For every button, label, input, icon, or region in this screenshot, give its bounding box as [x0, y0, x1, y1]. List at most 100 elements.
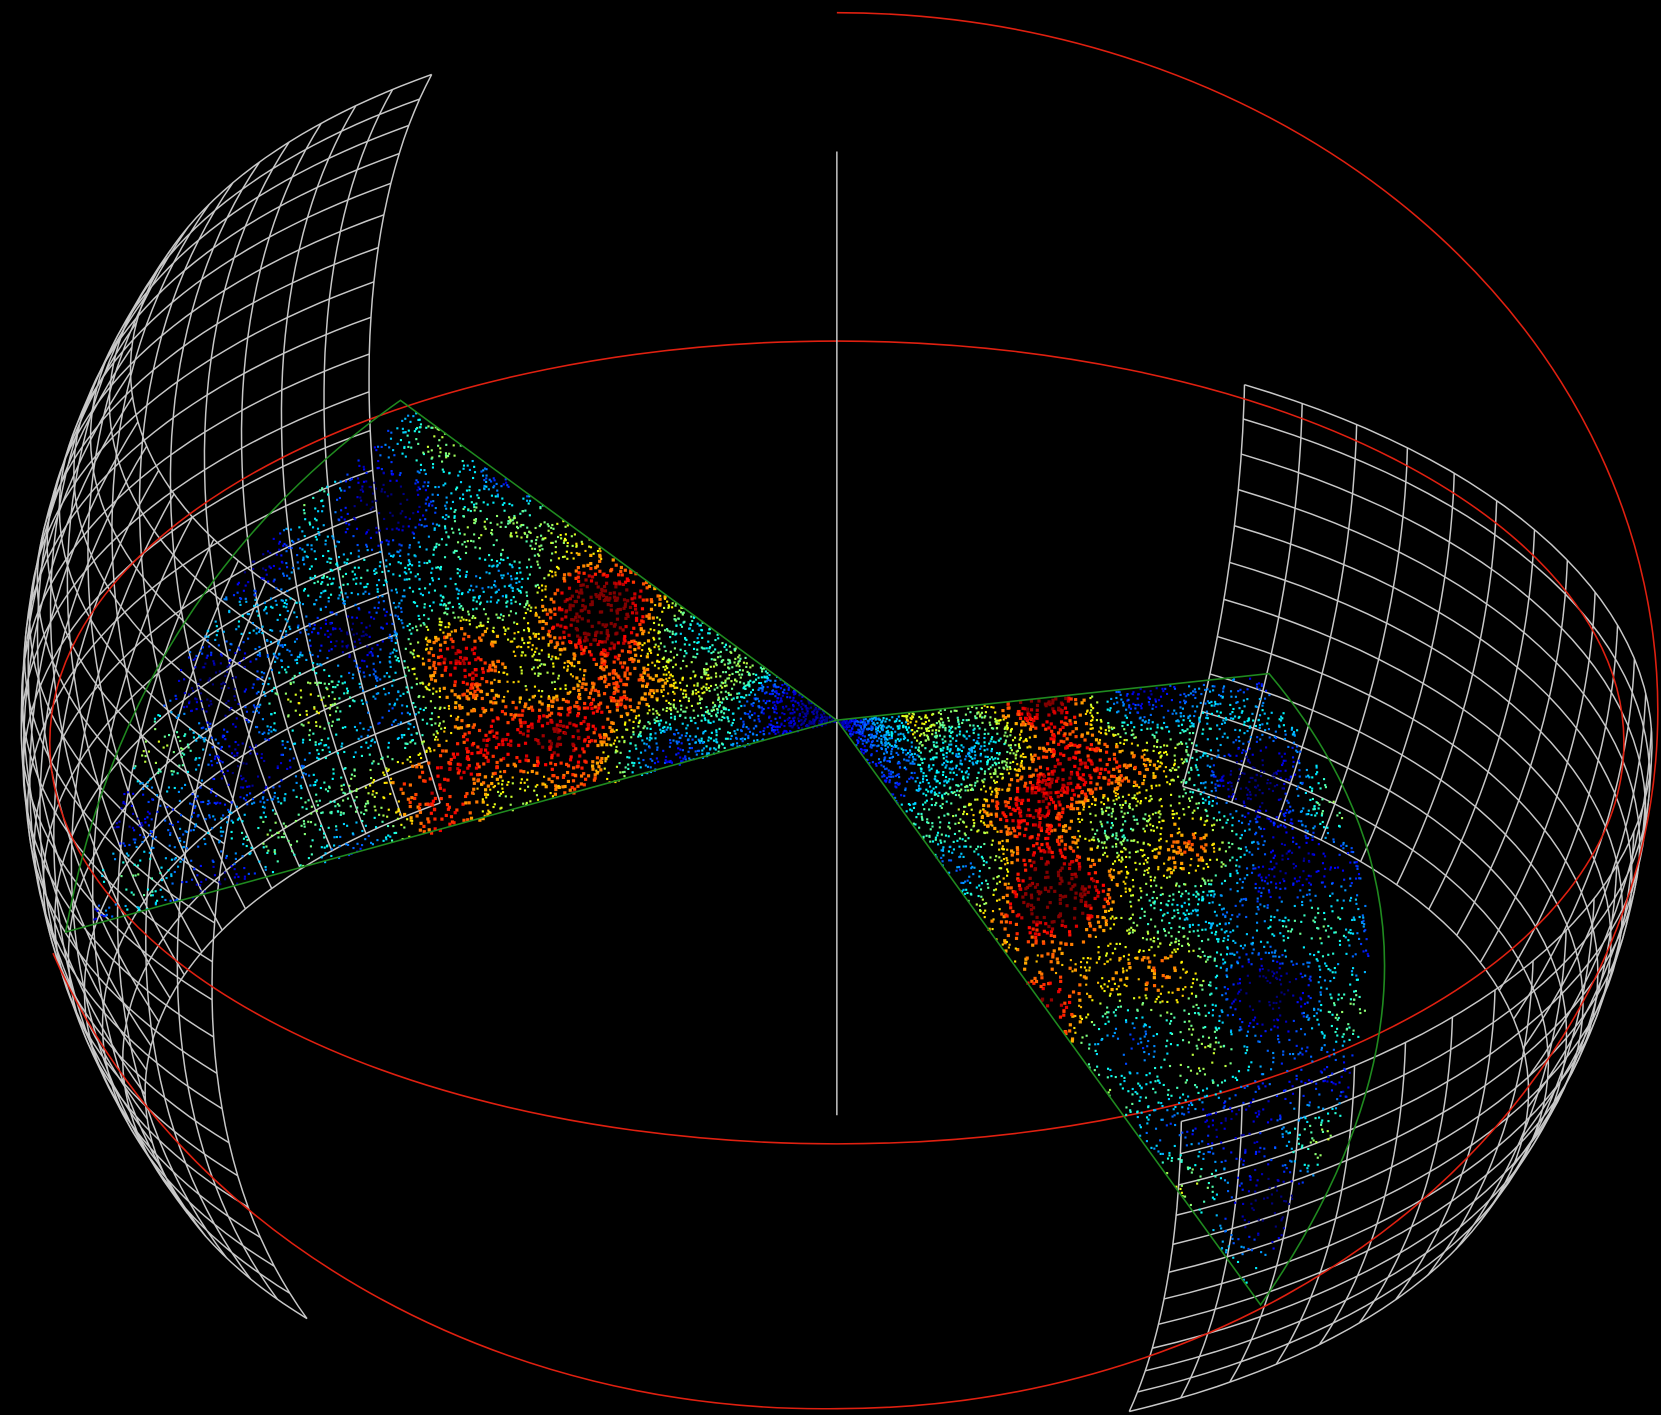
galaxy-point — [423, 561, 426, 564]
galaxy-point — [346, 644, 350, 647]
galaxy-point — [720, 719, 723, 722]
galaxy-point — [472, 615, 475, 618]
galaxy-point — [299, 689, 302, 692]
galaxy-point — [745, 694, 748, 697]
galaxy-point — [689, 735, 692, 738]
galaxy-point — [581, 604, 585, 608]
galaxy-point — [642, 727, 645, 730]
galaxy-point — [376, 588, 379, 591]
grid-meridian — [203, 141, 302, 870]
galaxy-point — [456, 695, 460, 699]
galaxy-point — [418, 578, 421, 581]
galaxy-point — [303, 822, 306, 825]
galaxy-point — [195, 654, 198, 657]
galaxy-point — [639, 642, 642, 645]
galaxy-point — [377, 601, 380, 604]
galaxy-point — [370, 739, 373, 743]
galaxy-point — [431, 692, 435, 695]
galaxy-point — [518, 700, 521, 703]
galaxy-point — [294, 819, 297, 823]
galaxy-point — [667, 661, 670, 664]
galaxy-point — [776, 728, 779, 731]
galaxy-point — [701, 714, 704, 717]
galaxy-point — [132, 792, 135, 795]
galaxy-point — [248, 613, 251, 616]
galaxy-point — [319, 649, 322, 652]
galaxy-point — [168, 844, 171, 847]
galaxy-point — [699, 698, 702, 701]
galaxy-point — [481, 810, 484, 813]
galaxy-point — [248, 785, 251, 788]
galaxy-point — [276, 657, 279, 660]
galaxy-point — [404, 566, 407, 569]
galaxy-point — [525, 688, 528, 691]
galaxy-point — [337, 680, 340, 683]
galaxy-point — [159, 871, 162, 875]
galaxy-point — [407, 559, 410, 562]
galaxy-point — [584, 635, 588, 639]
galaxy-point — [665, 761, 668, 764]
galaxy-point — [516, 728, 520, 732]
galaxy-point — [596, 690, 600, 694]
galaxy-point — [742, 723, 745, 726]
galaxy-point — [249, 660, 252, 663]
galaxy-point — [619, 661, 623, 665]
galaxy-point — [657, 630, 660, 633]
galaxy-point — [647, 721, 650, 724]
galaxy-point — [334, 805, 337, 808]
galaxy-point — [658, 631, 662, 634]
galaxy-point — [385, 622, 388, 625]
galaxy-point — [279, 532, 282, 535]
galaxy-point — [318, 681, 321, 684]
galaxy-point — [798, 694, 801, 697]
galaxy-point — [604, 581, 609, 585]
galaxy-point — [518, 718, 522, 722]
galaxy-point — [760, 676, 763, 679]
galaxy-point — [466, 712, 470, 716]
galaxy-point — [587, 574, 591, 578]
galaxy-point — [324, 539, 327, 542]
galaxy-point — [377, 606, 380, 610]
galaxy-point — [408, 783, 412, 787]
galaxy-point — [604, 677, 608, 681]
galaxy-point — [511, 717, 515, 721]
galaxy-point — [725, 696, 728, 699]
galaxy-point — [382, 483, 385, 486]
galaxy-point — [584, 549, 587, 553]
galaxy-point — [365, 665, 369, 668]
galaxy-point — [349, 805, 352, 808]
galaxy-point — [417, 442, 420, 445]
galaxy-point — [174, 694, 177, 697]
galaxy-point — [426, 484, 430, 488]
galaxy-point — [491, 565, 494, 568]
galaxy-point — [483, 814, 486, 817]
galaxy-point — [703, 691, 706, 694]
galaxy-point — [252, 567, 255, 571]
galaxy-point — [399, 787, 403, 791]
galaxy-point — [539, 523, 542, 526]
galaxy-point — [511, 700, 515, 705]
galaxy-point — [693, 647, 696, 650]
galaxy-point — [599, 735, 603, 739]
galaxy-point — [399, 512, 402, 515]
galaxy-point — [682, 659, 685, 662]
galaxy-point — [557, 712, 561, 716]
galaxy-point — [551, 626, 555, 630]
galaxy-point — [309, 523, 312, 526]
galaxy-point — [594, 631, 598, 635]
galaxy-point — [537, 637, 540, 640]
galaxy-point — [286, 767, 289, 770]
galaxy-point — [727, 658, 730, 661]
galaxy-point — [412, 701, 415, 705]
galaxy-point — [536, 738, 540, 743]
galaxy-point — [350, 628, 354, 631]
galaxy-point — [561, 641, 565, 645]
galaxy-point — [689, 716, 692, 719]
galaxy-point — [199, 678, 202, 681]
galaxy-point — [373, 795, 376, 798]
galaxy-point — [438, 707, 441, 710]
galaxy-point — [497, 679, 501, 684]
galaxy-point — [471, 686, 475, 690]
galaxy-point — [583, 669, 587, 673]
galaxy-point — [674, 619, 677, 622]
